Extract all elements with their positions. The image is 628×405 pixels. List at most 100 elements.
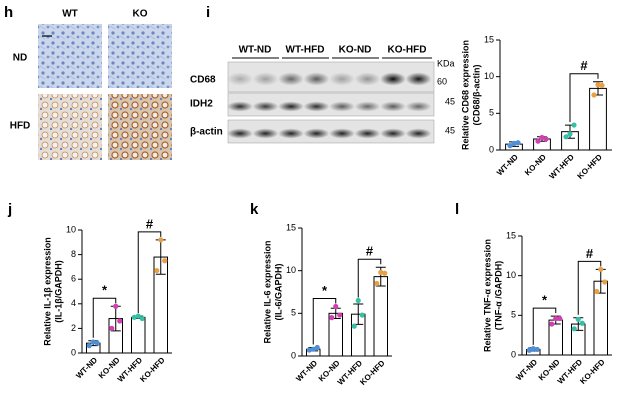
bar xyxy=(589,87,607,151)
data-point xyxy=(594,288,600,295)
lane-label: WT-HFD xyxy=(286,45,325,56)
data-point xyxy=(310,346,316,352)
blot-band xyxy=(405,72,432,86)
y-tick-label: 2 xyxy=(71,323,76,333)
data-point xyxy=(526,347,532,353)
x-tick-label: WT-HFD xyxy=(548,152,577,181)
data-point xyxy=(575,316,581,322)
blot-band xyxy=(303,128,330,139)
significance-mark: # xyxy=(586,246,594,261)
data-point xyxy=(598,266,604,272)
data-point xyxy=(543,136,549,142)
blot-band xyxy=(329,128,355,139)
significance-mark: # xyxy=(366,244,374,259)
blot-band xyxy=(303,72,330,86)
column-label: KO xyxy=(133,9,148,20)
x-tick-label: KO-HFD xyxy=(576,152,605,181)
western-blot: WT-ND WT-HFD KO-ND KO-HFD CD68 IDH2 β-ac… xyxy=(190,45,455,144)
data-point xyxy=(515,140,521,146)
data-point xyxy=(549,321,555,327)
data-point xyxy=(595,82,601,88)
y-tick-label: 5 xyxy=(511,310,516,320)
blot-band xyxy=(303,101,330,112)
significance-mark: # xyxy=(146,216,154,231)
data-point xyxy=(94,340,100,346)
blot-band xyxy=(329,72,355,86)
significance-mark: * xyxy=(102,283,108,298)
y-tick-label: 5 xyxy=(489,108,494,118)
data-point xyxy=(162,258,168,264)
y-axis-label: (IL-1β/GAPDH) xyxy=(53,260,63,323)
data-point xyxy=(534,346,540,353)
lane-label: WT-ND xyxy=(239,45,272,56)
significance-mark: # xyxy=(580,58,588,73)
y-tick-label: 6 xyxy=(71,274,76,284)
bar xyxy=(131,316,146,354)
panel-label: k xyxy=(250,201,259,218)
data-point xyxy=(579,320,585,326)
significance-mark: * xyxy=(322,283,328,298)
blot-band xyxy=(227,101,253,112)
marker-label: 60 xyxy=(437,76,447,86)
blot-band xyxy=(252,128,279,139)
data-point xyxy=(333,303,339,310)
data-point xyxy=(507,143,513,149)
data-point xyxy=(359,312,365,318)
protein-label: β-actin xyxy=(190,127,223,138)
y-tick-label: 0 xyxy=(71,347,76,357)
unit-label: KDa xyxy=(437,58,455,68)
blot-band xyxy=(252,101,279,112)
y-tick-label: 10 xyxy=(66,224,76,234)
blot-band xyxy=(380,72,406,86)
data-point xyxy=(567,131,573,137)
data-point xyxy=(355,297,361,304)
micrograph xyxy=(108,94,172,160)
data-point xyxy=(535,138,541,144)
data-point xyxy=(351,323,357,329)
data-point xyxy=(599,82,605,89)
data-point xyxy=(553,315,559,322)
y-tick-label: 0 xyxy=(291,350,296,360)
blot-band xyxy=(354,72,381,86)
y-axis-label: (TNF-α /GAPDH) xyxy=(493,261,503,331)
data-point xyxy=(382,270,388,276)
row-label: ND xyxy=(13,53,27,64)
blot-band xyxy=(354,101,381,112)
x-tick-label: KO-HFD xyxy=(358,358,387,387)
panel-label: j xyxy=(7,201,12,218)
y-tick-label: 10 xyxy=(286,265,296,275)
data-point xyxy=(571,122,577,128)
data-point xyxy=(378,269,384,275)
blot-band xyxy=(278,101,304,112)
blot-band xyxy=(354,128,381,139)
y-tick-label: 4 xyxy=(71,298,76,308)
x-tick-label: WT-ND xyxy=(294,358,319,383)
data-point xyxy=(139,315,145,322)
blot-band xyxy=(329,101,355,112)
y-tick-label: 10 xyxy=(484,71,494,81)
y-axis-label: Relative IL-6 expression xyxy=(262,240,272,343)
data-point xyxy=(602,279,608,285)
panel-label: h xyxy=(4,4,13,21)
micrograph xyxy=(108,24,172,88)
data-point xyxy=(86,343,92,349)
x-tick-label: WT-ND xyxy=(495,152,520,177)
blot-band xyxy=(227,128,253,139)
column-label: WT xyxy=(62,9,78,20)
data-point xyxy=(563,134,569,140)
blot-band xyxy=(405,101,432,112)
significance-bracket xyxy=(92,297,117,338)
y-axis-label: (CD68/β-actin) xyxy=(471,64,481,125)
blot-band xyxy=(252,72,279,86)
significance-bracket xyxy=(137,231,162,314)
bar xyxy=(373,276,388,357)
lane-label: KO-ND xyxy=(339,45,372,56)
data-point xyxy=(90,339,96,345)
data-point xyxy=(113,303,119,309)
blot-band xyxy=(278,72,304,86)
data-point xyxy=(530,346,536,352)
row-label: HFD xyxy=(10,121,31,132)
y-tick-label: 0 xyxy=(489,144,494,154)
data-point xyxy=(511,140,517,146)
